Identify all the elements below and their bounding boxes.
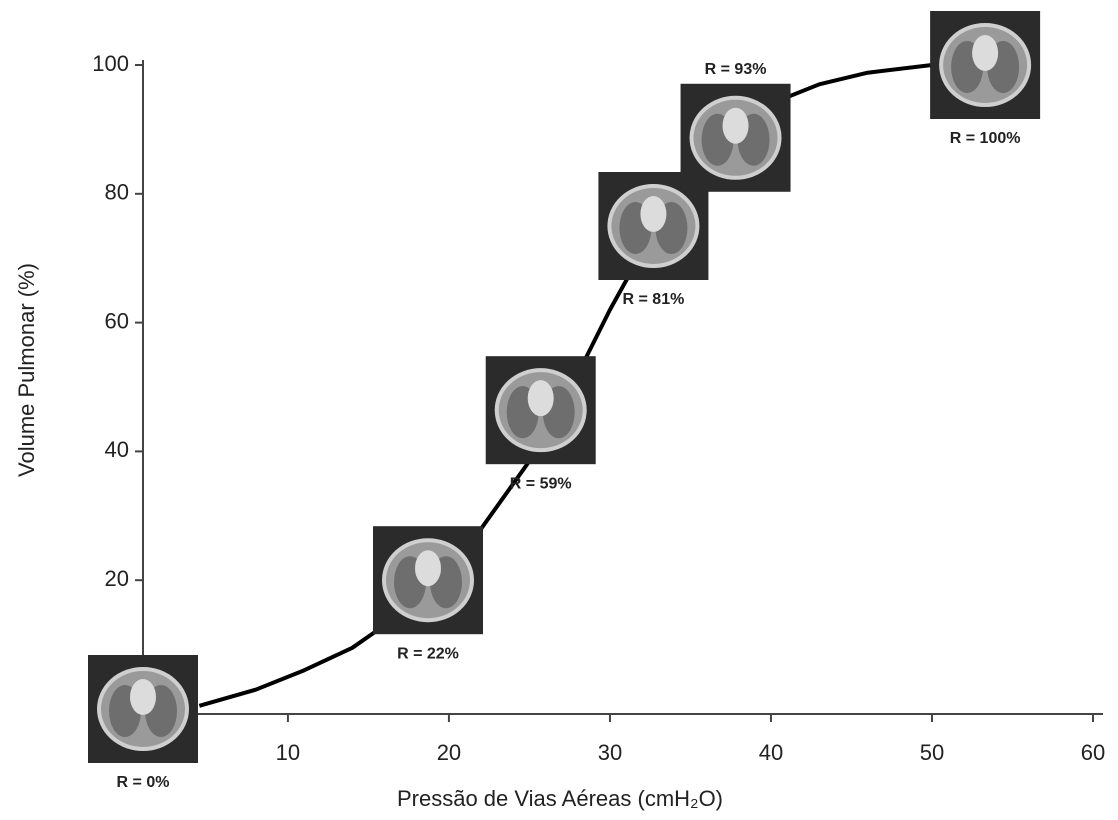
y-tick-label: 80: [105, 180, 129, 205]
ct-heart: [640, 196, 667, 232]
ct-heart: [722, 107, 749, 144]
annotation-label: R = 0%: [117, 774, 170, 791]
x-tick-label: 30: [598, 740, 622, 765]
ct-heart: [130, 679, 156, 715]
annotation-label: R = 59%: [510, 475, 572, 492]
y-axis-label: Volume Pulmonar (%): [14, 263, 39, 477]
x-tick-label: 40: [759, 740, 783, 765]
x-tick-label: 20: [437, 740, 461, 765]
annotation-label: R = 93%: [705, 61, 767, 78]
ct-heart: [527, 380, 554, 417]
annotation-label: R = 22%: [397, 645, 459, 662]
x-axis-label: Pressão de Vias Aéreas (cmH₂O): [397, 786, 723, 811]
x-tick-label: 60: [1081, 740, 1105, 765]
ct-heart: [972, 35, 999, 71]
ct-heart: [415, 550, 441, 587]
annotation-label: R = 100%: [950, 130, 1021, 147]
y-tick-label: 40: [105, 437, 129, 462]
y-tick-label: 20: [105, 566, 129, 591]
annotation-label: R = 81%: [623, 291, 685, 308]
x-tick-label: 50: [920, 740, 944, 765]
x-tick-label: 10: [276, 740, 300, 765]
y-tick-label: 100: [92, 51, 129, 76]
y-tick-label: 60: [105, 308, 129, 333]
